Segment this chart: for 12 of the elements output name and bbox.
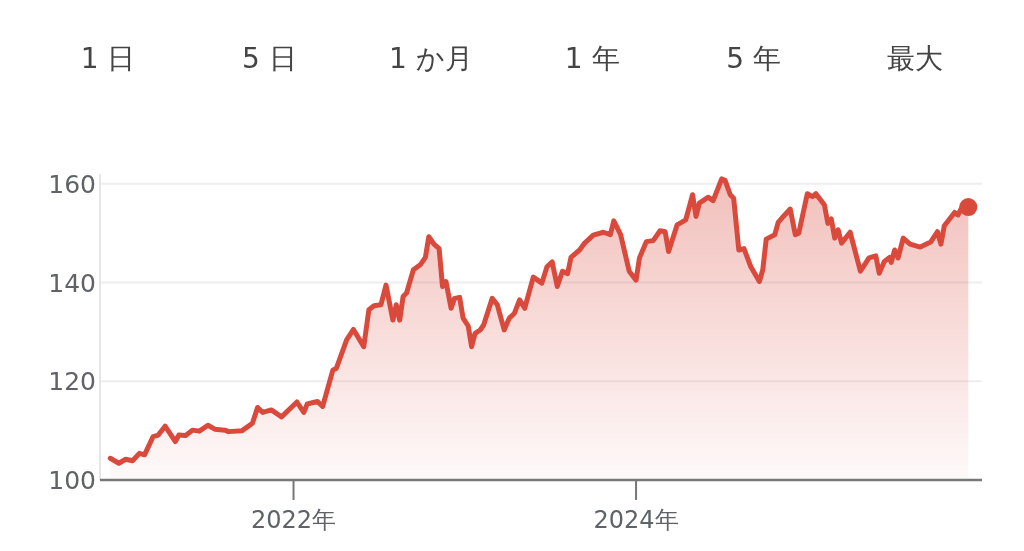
- y-tick-label: 100: [48, 466, 96, 495]
- text: 1 日: [80, 42, 136, 75]
- x-tick-label: 2022年: [250, 506, 337, 534]
- text: 5 日: [242, 42, 297, 75]
- y-tick-label: 140: [48, 268, 96, 298]
- text: 最大: [887, 42, 943, 75]
- text: 1 か月: [388, 42, 473, 75]
- text: 1 年: [564, 42, 620, 75]
- y-tick-label: 160: [48, 169, 96, 199]
- text: 5 年: [726, 42, 781, 75]
- x-tick-label: 2024年: [593, 506, 679, 534]
- y-tick-label: 120: [48, 367, 96, 397]
